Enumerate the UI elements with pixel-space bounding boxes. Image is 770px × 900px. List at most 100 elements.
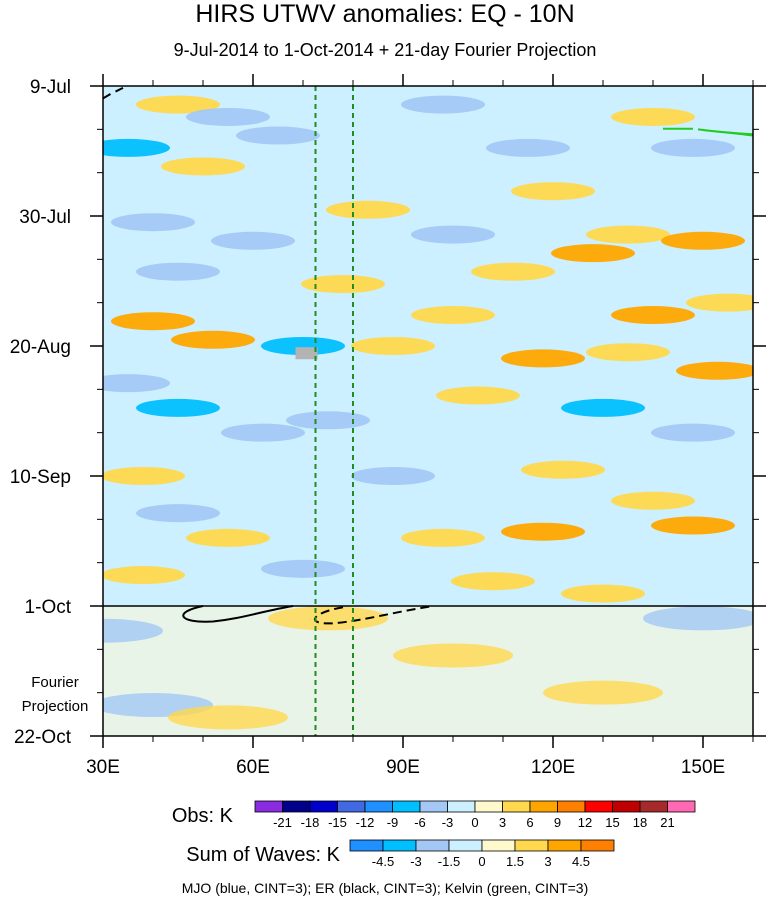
anomaly-blob <box>161 157 245 176</box>
colorbar-label: Obs: K <box>172 805 234 827</box>
projection-blob <box>543 680 663 705</box>
colorbar-tick-label: -1.5 <box>438 854 460 869</box>
colorbar-tick-label: 15 <box>605 815 619 830</box>
footer-note: MJO (blue, CINT=3); ER (black, CINT=3); … <box>181 880 589 896</box>
colorbar-box <box>514 839 549 852</box>
anomaly-blob <box>301 275 385 294</box>
anomaly-blob <box>561 584 645 603</box>
waves-colorbar: Sum of Waves: K -4.5 -3 -1.5 0 1.5 3 4.5 <box>186 839 615 869</box>
colorbar-tick-label: 9 <box>554 815 561 830</box>
axes: 9-Jul 30-Jul 20-Aug 10-Sep 1-Oct 22-Oct 30E 60E… <box>10 74 766 778</box>
colorbar-box <box>474 800 503 813</box>
anomaly-blob <box>351 337 435 355</box>
colorbar-box <box>364 800 393 813</box>
colorbar-tick-label: 21 <box>660 815 674 830</box>
anomaly-blob <box>501 522 585 541</box>
colorbar-box <box>419 800 448 813</box>
colorbar-box <box>382 839 417 852</box>
colorbar-tick-label: 18 <box>633 815 647 830</box>
colorbar-box <box>612 800 641 813</box>
anomaly-field <box>103 95 753 736</box>
colorbar-label: Sum of Waves: K <box>186 844 340 866</box>
anomaly-blob <box>451 572 535 591</box>
colorbar-box <box>584 800 613 813</box>
anomaly-blob <box>186 107 270 126</box>
colorbar-box <box>282 800 311 813</box>
anomaly-blob <box>103 566 185 585</box>
y-tick-label: 22-Oct <box>14 727 72 748</box>
anomaly-blob <box>611 491 695 510</box>
anomaly-blob <box>436 386 520 405</box>
anomaly-blob <box>103 138 170 157</box>
projection-blob <box>103 618 163 643</box>
colorbar-tick-label: -21 <box>273 815 292 830</box>
anomaly-blob <box>651 516 735 535</box>
anomaly-blob <box>261 559 345 578</box>
anomaly-blob <box>326 200 410 219</box>
colorbar-tick-label: -15 <box>328 815 347 830</box>
chart-title: HIRS UTWV anomalies: EQ - 10N <box>195 0 575 28</box>
chart-subtitle: 9-Jul-2014 to 1-Oct-2014 + 21-day Fourie… <box>173 40 597 60</box>
x-tick-label: 30E <box>86 757 120 778</box>
colorbar-box <box>481 839 516 852</box>
colorbar-box <box>557 800 586 813</box>
anomaly-blob <box>521 460 605 479</box>
y-tick-label: 9-Jul <box>30 77 71 98</box>
anomaly-blob <box>236 126 320 145</box>
anomaly-blob <box>676 361 753 380</box>
anomaly-blob <box>586 343 670 362</box>
colorbar-tick-label: 1.5 <box>506 854 524 869</box>
anomaly-blob <box>471 262 555 281</box>
colorbar-tick-label: -3 <box>442 815 454 830</box>
colorbar-tick-label: 6 <box>526 815 533 830</box>
anomaly-blob <box>136 262 220 281</box>
colorbar-tick-label: 4.5 <box>572 854 590 869</box>
er-contour-solid <box>182 605 294 623</box>
plot-area <box>103 86 753 736</box>
anomaly-blob <box>661 231 745 250</box>
projection-label: Fourier Projection <box>22 674 89 715</box>
colorbar-tick-label: 0 <box>471 815 478 830</box>
projection-blob <box>643 606 753 631</box>
anomaly-blob <box>111 312 195 331</box>
colorbar-tick-label: -18 <box>301 815 320 830</box>
anomaly-blob <box>211 231 295 250</box>
anomaly-blob <box>186 528 270 547</box>
colorbar-box <box>415 839 450 852</box>
x-tick-label: 60E <box>236 757 270 778</box>
colorbar-tick-label: -4.5 <box>372 854 394 869</box>
anomaly-blob <box>286 411 370 430</box>
anomaly-blob <box>221 423 305 442</box>
colorbar-tick-label: 12 <box>578 815 592 830</box>
colorbar-tick-label: -12 <box>356 815 375 830</box>
anomaly-blob <box>351 467 435 485</box>
colorbar-tick-label: -9 <box>387 815 399 830</box>
kelvin-contour <box>697 128 753 137</box>
y-tick-label: 30-Jul <box>19 207 71 228</box>
missing-data-patch <box>295 347 318 360</box>
colorbar-box <box>667 800 696 813</box>
colorbar-box <box>580 839 615 852</box>
anomaly-blob <box>103 467 185 485</box>
colorbar-tick-label: 0 <box>478 854 485 869</box>
colorbar-tick-label: 3 <box>544 854 551 869</box>
anomaly-blob <box>171 330 255 349</box>
anomaly-blob <box>401 95 485 114</box>
anomaly-blob <box>411 306 495 325</box>
projection-blob <box>393 643 513 668</box>
er-contour-top <box>103 86 124 100</box>
x-tick-label: 90E <box>386 757 420 778</box>
colorbar-box <box>448 839 483 852</box>
anomaly-blob <box>651 138 735 157</box>
anomaly-blob <box>411 225 495 244</box>
anomaly-blob <box>111 213 195 232</box>
anomaly-blob <box>136 398 220 417</box>
colorbar-box <box>447 800 476 813</box>
colorbar-tick-label: 3 <box>499 815 506 830</box>
y-tick-label: 20-Aug <box>10 337 71 358</box>
anomaly-blob <box>561 398 645 417</box>
wave-contours <box>103 86 753 625</box>
anomaly-blob <box>103 374 170 393</box>
anomaly-blob <box>611 107 695 126</box>
